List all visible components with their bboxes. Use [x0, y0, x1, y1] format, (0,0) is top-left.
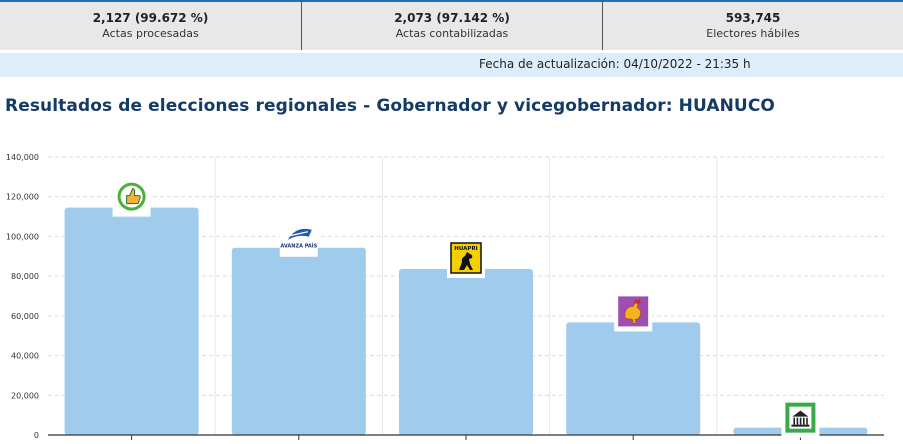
logo-stripe	[289, 231, 308, 237]
update-timestamp: Fecha de actualización: 04/10/2022 - 21:…	[479, 57, 751, 71]
bar	[399, 268, 533, 435]
stat-label: Actas contabilizadas	[395, 27, 509, 40]
temple-column	[796, 417, 799, 425]
stat-value: 2,073 (97.142 %)	[394, 11, 510, 25]
stat-label: Actas procesadas	[102, 27, 199, 40]
stat-value: 2,127 (99.672 %)	[92, 11, 209, 25]
rooster-shape	[624, 301, 642, 324]
thumbs-up-logo-icon	[112, 180, 151, 217]
results-bar-chart: 0 20,000 40,000 60,000 80,000 100,000 120,000 1…	[6, 153, 884, 440]
stat-label: Electores hábiles	[706, 27, 800, 40]
logo-text: HUAPRI	[454, 246, 477, 252]
y-tick-label: 20,000	[11, 391, 39, 400]
thumb-shape	[126, 188, 141, 205]
temple-logo-icon	[781, 401, 820, 438]
huapri-horse-logo-icon: HUAPRI	[447, 241, 485, 278]
bar	[566, 322, 701, 435]
y-tick-label: 80,000	[11, 272, 39, 281]
logo-text: AVANZA PAÍS	[280, 242, 317, 250]
avanza-pais-logo-icon: AVANZA PAÍS	[279, 220, 318, 257]
stat-electores-habiles: 593,745 Electores hábiles	[602, 2, 903, 50]
temple-column	[803, 417, 805, 425]
temple-column	[799, 417, 802, 425]
rooster-logo-icon	[614, 295, 653, 332]
stat-actas-contabilizadas: 2,073 (97.142 %) Actas contabilizadas	[301, 2, 602, 50]
y-tick-label: 40,000	[11, 352, 39, 361]
temple-roof	[792, 410, 809, 417]
update-bar: Fecha de actualización: 04/10/2022 - 21:…	[0, 53, 903, 77]
stat-value: 593,745	[725, 11, 781, 25]
bar	[64, 207, 199, 435]
temple-column	[806, 417, 808, 425]
stats-bar: 2,127 (99.672 %) Actas procesadas 2,073 …	[0, 0, 903, 50]
horse-shape	[459, 251, 473, 270]
logo-bg	[281, 223, 316, 252]
y-tick-label: 0	[34, 431, 39, 440]
temple-base	[791, 424, 810, 427]
y-tick-label: 120,000	[6, 193, 39, 202]
y-tick-label: 60,000	[11, 312, 39, 321]
rooster-comb	[633, 298, 641, 304]
y-tick-label: 100,000	[6, 232, 39, 241]
page-title: Resultados de elecciones regionales - Go…	[5, 96, 775, 116]
y-tick-label: 140,000	[6, 153, 39, 162]
bar	[231, 247, 366, 435]
stat-actas-procesadas: 2,127 (99.672 %) Actas procesadas	[0, 2, 301, 50]
temple-column	[793, 417, 795, 425]
